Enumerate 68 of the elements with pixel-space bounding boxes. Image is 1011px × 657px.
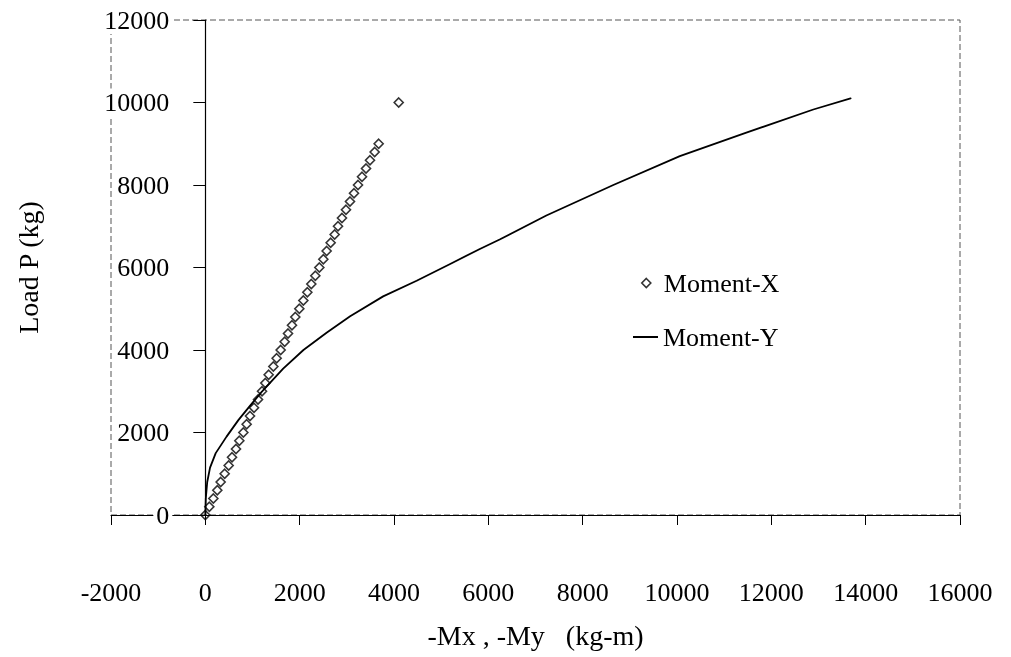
- point: [279, 336, 290, 348]
- point: [275, 344, 286, 356]
- point: [223, 460, 234, 471]
- point: [310, 270, 321, 282]
- legend-label: Moment-Y: [663, 322, 779, 352]
- point: [200, 509, 211, 521]
- x-tick-label: 6000: [462, 577, 515, 607]
- x-axis-title: -Mx , -My (kg-m): [427, 619, 644, 651]
- x-tick-label: 0: [198, 577, 212, 607]
- point: [244, 410, 256, 422]
- point: [318, 253, 329, 265]
- point: [271, 352, 282, 364]
- point: [230, 443, 242, 455]
- x-tick-label: 10000: [644, 577, 710, 607]
- point: [393, 97, 405, 108]
- point: [314, 262, 325, 273]
- x-tick-label: 2000: [273, 577, 326, 607]
- point: [360, 163, 372, 174]
- point: [282, 328, 294, 339]
- y-axis-title: Load P (kg): [12, 201, 44, 334]
- point: [219, 468, 230, 480]
- point: [260, 377, 271, 389]
- y-tick-label: 12000: [104, 5, 170, 35]
- point: [344, 196, 356, 207]
- point: [325, 237, 336, 249]
- x-tick-label: 14000: [833, 577, 899, 607]
- point: [336, 212, 348, 224]
- x-tick-label: 8000: [556, 577, 609, 607]
- point: [329, 229, 340, 240]
- point: [364, 154, 376, 166]
- point: [356, 171, 368, 183]
- point: [263, 369, 274, 381]
- point: [286, 319, 298, 331]
- point: [268, 361, 279, 372]
- point: [294, 303, 305, 315]
- point: [340, 204, 352, 216]
- point: [352, 179, 364, 191]
- x-tick-label: 4000: [368, 577, 420, 607]
- point: [215, 476, 226, 488]
- point: [204, 501, 215, 513]
- point: [302, 286, 313, 298]
- point: [373, 138, 384, 150]
- point: [212, 484, 223, 496]
- point: [241, 418, 252, 430]
- point: [226, 451, 238, 463]
- legend-label: Moment-X: [663, 268, 780, 298]
- point: [332, 220, 344, 232]
- point: [252, 394, 264, 405]
- y-tick-label: 6000: [117, 253, 170, 282]
- point: [234, 435, 245, 447]
- point: [348, 187, 360, 199]
- x-tick-label: 12000: [738, 577, 804, 607]
- y-tick-label: 2000: [117, 418, 170, 447]
- x-tick-label: 16000: [927, 577, 993, 607]
- point: [238, 427, 249, 438]
- point: [290, 311, 301, 323]
- point: [298, 295, 309, 306]
- point: [208, 493, 219, 504]
- point: [321, 245, 332, 257]
- y-tick-label: 0: [156, 500, 170, 530]
- y-tick-label: 10000: [104, 88, 170, 117]
- y-tick-label: 4000: [117, 335, 170, 365]
- point: [248, 402, 260, 414]
- x-tick-label: -2000: [80, 577, 142, 607]
- point: [256, 385, 268, 397]
- y-tick-label: 8000: [117, 170, 170, 200]
- point: [306, 278, 317, 290]
- point: [369, 146, 380, 158]
